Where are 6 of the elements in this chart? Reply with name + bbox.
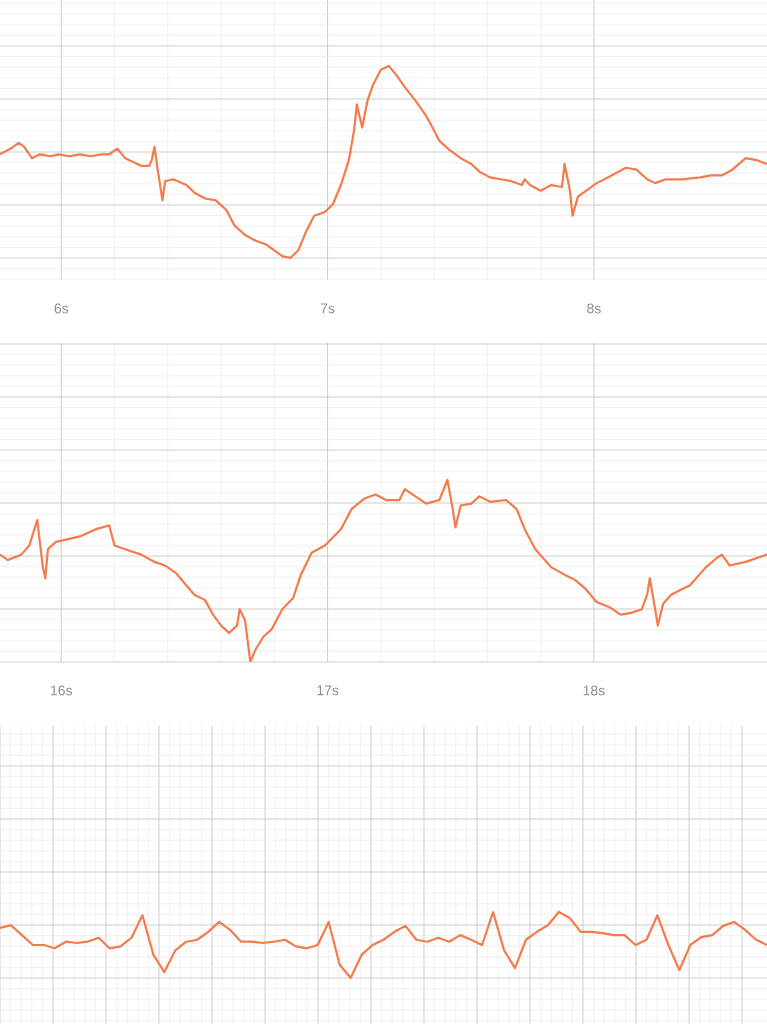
x-tick-label: 6s <box>54 303 69 314</box>
x-tick-label: 18s <box>583 685 605 696</box>
x-tick-label: 16s <box>51 685 72 696</box>
x-tick-label: 7s <box>320 303 335 314</box>
x-tick-label: 8s <box>587 303 601 314</box>
x-tick-label: 17s <box>317 685 339 696</box>
